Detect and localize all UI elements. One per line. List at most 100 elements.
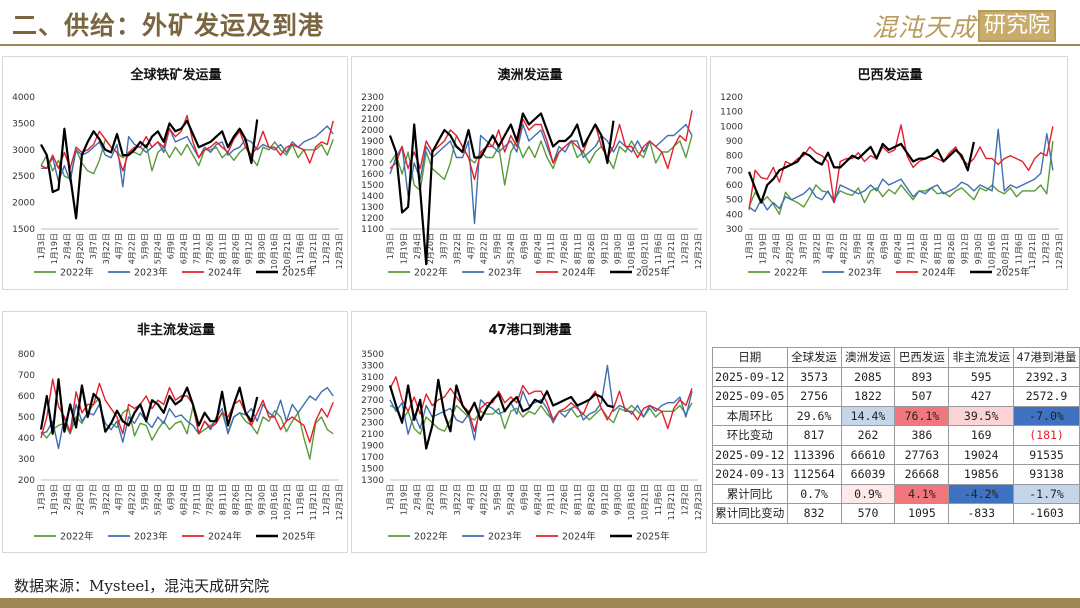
table-cell: 29.6% xyxy=(786,405,842,426)
x-tick-label: 2月20日 xyxy=(76,484,85,515)
y-tick-label: 1900 xyxy=(361,137,384,147)
chart-panel-australia: 澳洲发运量 1100 1200 1300 1400 1500 1600 1700 1800 190… xyxy=(351,56,707,290)
series-line-2024年 xyxy=(40,378,334,443)
legend-label: 2024年 xyxy=(922,267,956,279)
series-line-2024年 xyxy=(748,124,1054,211)
x-tick-label: 6月9日 xyxy=(167,233,176,259)
x-tick-label: 2月4日 xyxy=(63,484,72,510)
x-tick-label: 8月11日 xyxy=(218,484,227,515)
x-tick-label: 10月16日 xyxy=(270,233,279,269)
x-tick-label: 4月22日 xyxy=(480,484,489,515)
x-tick-label: 9月30日 xyxy=(257,233,266,264)
y-tick-label: 3500 xyxy=(361,350,384,360)
table-cell: 386 xyxy=(894,425,950,446)
x-tick-label: 9月12日 xyxy=(600,233,609,264)
x-tick-label: 12月2日 xyxy=(322,233,331,264)
y-tick-label: 500 xyxy=(726,196,743,206)
x-tick-label: 12月2日 xyxy=(681,484,690,515)
y-tick-label: 1200 xyxy=(361,214,384,224)
x-tick-label: 4月22日 xyxy=(128,484,137,515)
x-tick-label: 6月24日 xyxy=(893,233,902,264)
chart-svg-brazil: 巴西发运量 300 400 500 600 700 800 900 1000 1100 1200 1月… xyxy=(720,67,1064,279)
x-tick-label: 5月9日 xyxy=(493,484,502,510)
series-line-2024年 xyxy=(389,376,693,433)
x-tick-label: 8月11日 xyxy=(573,233,582,264)
x-tick-label: 3月7日 xyxy=(440,484,449,510)
chart-panel-global: 全球铁矿发运量 1500 2000 2500 3000 3500 4000 1月3日 1月19日… xyxy=(2,56,348,290)
x-tick-label: 7月11日 xyxy=(192,233,201,264)
y-tick-label: 2100 xyxy=(361,115,384,125)
legend-label: 2022年 xyxy=(774,267,808,279)
y-tick-label: 700 xyxy=(18,371,35,381)
legend-label: 2025年 xyxy=(636,267,670,279)
x-tick-label: 11月21日 xyxy=(667,233,676,269)
data-source-note: 数据来源：Mysteel，混沌天成研究院 xyxy=(14,577,270,595)
x-tick-label: 3月22日 xyxy=(812,233,821,264)
x-tick-label: 10月16日 xyxy=(627,484,636,520)
x-tick-label: 4月22日 xyxy=(480,233,489,264)
x-tick-label: 3月22日 xyxy=(102,484,111,515)
legend-label: 2022年 xyxy=(60,531,94,543)
x-tick-label: 10月21日 xyxy=(283,484,292,520)
x-tick-label: 4月7日 xyxy=(826,233,835,259)
y-tick-label: 900 xyxy=(726,137,743,147)
x-tick-label: 1月19日 xyxy=(50,484,59,515)
table-cell: 570 xyxy=(840,503,896,524)
x-tick-label: 4月7日 xyxy=(115,484,124,510)
table-cell: 169 xyxy=(948,425,1015,446)
legend-label: 2023年 xyxy=(488,267,522,279)
y-tick-label: 1800 xyxy=(361,148,384,158)
x-tick-label: 1月19日 xyxy=(399,233,408,264)
chart-panel-brazil: 巴西发运量 300 400 500 600 700 800 900 1000 1100 1200 1月… xyxy=(710,56,1068,290)
x-tick-label: 7月26日 xyxy=(920,233,929,264)
table-cell: 4.1% xyxy=(894,483,950,504)
x-tick-label: 2月20日 xyxy=(426,233,435,264)
x-tick-label: 12月23日 xyxy=(694,484,703,520)
legend-label: 2025年 xyxy=(282,531,316,543)
x-tick-label: 3月7日 xyxy=(89,233,98,259)
table-cell: 累计同比 xyxy=(712,483,788,504)
x-tick-label: 1月19日 xyxy=(50,233,59,264)
table-cell: 3573 xyxy=(786,366,842,387)
footer-bar xyxy=(0,598,1080,608)
y-tick-label: 1500 xyxy=(361,181,384,191)
x-tick-label: 6月9日 xyxy=(880,233,889,259)
logo-box: 研究院 xyxy=(977,10,1056,42)
y-tick-label: 1700 xyxy=(361,159,384,169)
x-tick-label: 8月26日 xyxy=(231,484,240,515)
series-line-2025年 xyxy=(40,119,259,220)
table-cell: 0.7% xyxy=(786,483,842,504)
x-tick-label: 7月26日 xyxy=(205,484,214,515)
series-line-2023年 xyxy=(41,125,334,188)
y-tick-label: 2500 xyxy=(12,172,35,182)
table-cell: 66039 xyxy=(840,464,896,485)
x-tick-label: 5月24日 xyxy=(866,233,875,264)
x-tick-label: 9月30日 xyxy=(257,484,266,515)
table-cell: 2025-09-12 xyxy=(712,366,788,387)
series-line-2025年 xyxy=(388,378,614,450)
x-tick-label: 6月24日 xyxy=(533,233,542,264)
series-line-2024年 xyxy=(40,114,334,172)
x-tick-label: 5月24日 xyxy=(154,233,163,264)
y-tick-label: 3300 xyxy=(361,361,384,371)
chart-svg-nonmainstream: 非主流发运量 200 300 400 500 600 700 800 1月3日 1月19日 2月4日… xyxy=(18,322,344,543)
y-tick-label: 2000 xyxy=(361,126,384,136)
series-line-2022年 xyxy=(40,138,334,180)
y-tick-label: 300 xyxy=(726,225,743,235)
x-tick-label: 6月9日 xyxy=(167,484,176,510)
x-tick-label: 2月20日 xyxy=(785,233,794,264)
y-tick-label: 2500 xyxy=(361,407,384,417)
y-tick-label: 3100 xyxy=(361,373,384,383)
y-tick-label: 1300 xyxy=(361,203,384,213)
y-tick-label: 4000 xyxy=(12,93,35,103)
table-header-cell: 非主流发运 xyxy=(948,347,1015,368)
y-tick-label: 600 xyxy=(18,392,35,402)
table-row: 2025-09-05 2756 1822 507 427 2572.9 xyxy=(712,386,1080,407)
x-tick-label: 9月30日 xyxy=(614,233,623,264)
x-tick-label: 6月24日 xyxy=(180,484,189,515)
table-row: 本周环比 29.6% 14.4% 76.1% 39.5% -7.0% xyxy=(712,405,1080,426)
x-tick-label: 5月9日 xyxy=(493,233,502,259)
x-tick-label: 10月21日 xyxy=(1001,233,1010,269)
legend-label: 2025年 xyxy=(282,267,316,279)
table-cell: 0.9% xyxy=(840,483,896,504)
